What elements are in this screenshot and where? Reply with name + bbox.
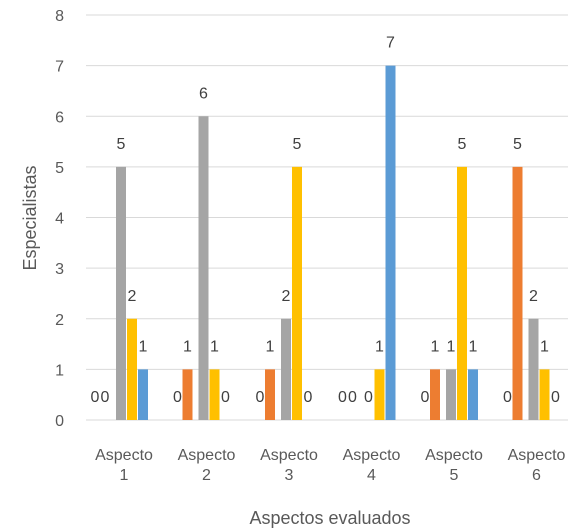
y-tick-label: 5 [55,160,64,177]
data-label: 0 [256,389,265,406]
y-tick-label: 6 [55,109,64,126]
data-label: 2 [529,288,538,305]
data-label: 2 [128,288,137,305]
bar [430,369,440,420]
bar [512,166,523,420]
bar [127,318,137,420]
x-tick-label: Aspecto 2 [178,447,236,484]
data-label: 5 [117,136,126,153]
data-label: 0 [348,389,357,406]
data-label: 0 [91,389,100,406]
bar [385,65,396,420]
bar [198,116,209,420]
x-axis-title: Aspectos evaluados [249,508,410,528]
bar [138,369,148,420]
data-label: 0 [101,389,110,406]
data-label: 1 [469,338,478,355]
x-tick-label: Aspecto 6 [508,447,566,484]
bar [446,369,456,420]
y-axis-title: Especialistas [20,165,40,270]
data-label: 2 [282,288,291,305]
bar [209,369,220,420]
x-tick-labels: Aspecto 1 Aspecto 2 Aspecto 3 Aspecto 4 Aspecto 5… [95,447,565,484]
bar [281,318,291,420]
data-label: 7 [386,35,395,52]
y-tick-label: 4 [55,211,64,228]
bar [468,369,478,420]
data-label: 0 [338,389,347,406]
data-label: 1 [183,338,192,355]
bar [528,318,539,420]
y-tick-label: 1 [55,362,64,379]
data-label: 6 [199,85,208,102]
bar [182,369,193,420]
x-tick-label: Aspecto 5 [425,447,483,484]
data-label: 1 [210,338,219,355]
data-label: 1 [447,338,456,355]
bars [116,65,550,420]
data-label: 5 [293,136,302,153]
data-label: 0 [173,389,182,406]
data-label: 0 [551,389,560,406]
bar [292,166,302,420]
data-label: 1 [431,338,440,355]
bar [539,369,550,420]
bar [457,166,467,420]
data-label: 0 [421,389,430,406]
data-label: 5 [513,136,522,153]
grid [86,14,568,421]
y-tick-label: 3 [55,261,64,278]
data-label: 0 [304,389,313,406]
bar [116,166,126,420]
data-label: 0 [503,389,512,406]
data-label: 0 [364,389,373,406]
x-tick-label: Aspecto 3 [260,447,318,484]
data-label: 1 [266,338,275,355]
y-tick-labels: 0 1 2 3 4 5 6 7 8 [55,8,64,430]
y-tick-label: 8 [55,8,64,25]
y-tick-label: 2 [55,312,64,329]
data-label: 0 [221,389,230,406]
data-label: 5 [458,136,467,153]
x-tick-label: Aspecto 4 [343,447,401,484]
bar [374,369,385,420]
y-tick-label: 7 [55,59,64,76]
data-label: 1 [139,338,148,355]
y-tick-label: 0 [55,413,64,430]
data-label: 1 [540,338,549,355]
x-tick-label: Aspecto 1 [95,447,153,484]
data-label: 1 [375,338,384,355]
bar [265,369,275,420]
